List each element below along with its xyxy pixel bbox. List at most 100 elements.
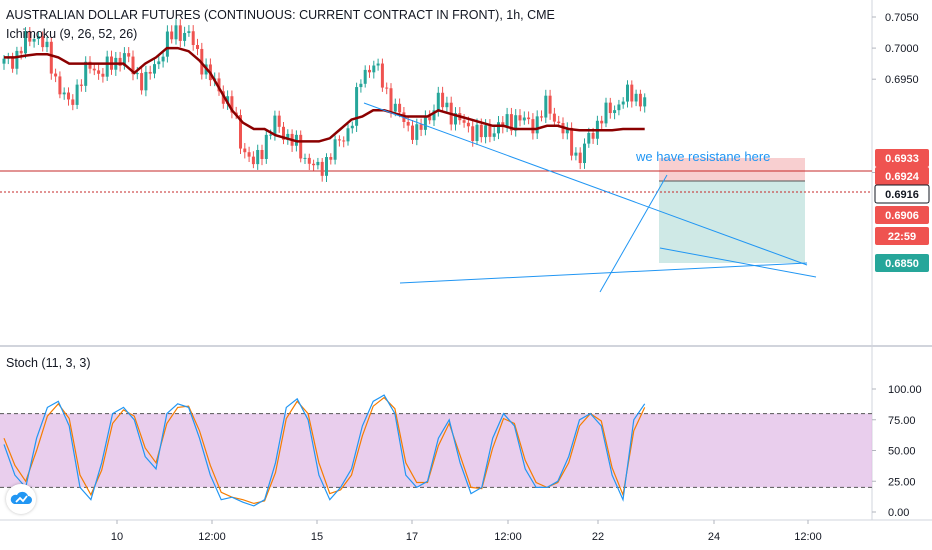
candle-body bbox=[428, 116, 432, 121]
candle-body bbox=[363, 69, 367, 84]
price-badge-label: 22:59 bbox=[888, 231, 916, 243]
stoch-tick-label: 0.00 bbox=[888, 507, 909, 519]
price-tick-label: 0.7050 bbox=[885, 12, 919, 24]
projection-line[interactable] bbox=[659, 247, 817, 278]
candle-body bbox=[423, 116, 427, 130]
candle-body bbox=[286, 133, 290, 140]
candle-body bbox=[105, 56, 109, 77]
candle-body bbox=[380, 63, 384, 88]
risk-zone-box[interactable] bbox=[659, 158, 805, 181]
price-badge bbox=[875, 206, 929, 224]
candle-body bbox=[372, 65, 376, 73]
candle-body bbox=[505, 114, 509, 128]
candle-body bbox=[131, 56, 135, 75]
candle-body bbox=[359, 83, 363, 88]
stoch-k-line bbox=[3, 394, 646, 507]
candle-body bbox=[36, 36, 40, 40]
candle-body bbox=[75, 84, 79, 105]
price-tick-label: 0.6950 bbox=[885, 74, 919, 86]
candle-body bbox=[118, 57, 122, 66]
candle-body bbox=[578, 152, 582, 164]
candle-body bbox=[591, 132, 595, 139]
candle-body bbox=[484, 125, 488, 138]
time-tick-label: 12:00 bbox=[494, 531, 522, 543]
candle-body bbox=[183, 32, 187, 41]
candle-body bbox=[187, 31, 191, 33]
tradingview-cloud-icon[interactable] bbox=[6, 484, 36, 514]
candle-body bbox=[79, 84, 83, 86]
candle-body bbox=[24, 31, 27, 54]
candle-body bbox=[436, 92, 440, 111]
candle-body bbox=[540, 116, 543, 118]
candle-body bbox=[608, 102, 612, 114]
candle-body bbox=[101, 73, 105, 77]
candle-body bbox=[488, 125, 492, 137]
candle-body bbox=[45, 41, 49, 48]
stoch-tick-label: 75.00 bbox=[888, 415, 916, 427]
candle-body bbox=[303, 157, 307, 159]
candle-body bbox=[84, 61, 88, 86]
resistance-annotation[interactable]: we have resistane here bbox=[636, 149, 771, 164]
candle-body bbox=[565, 127, 569, 134]
candle-body bbox=[497, 122, 500, 134]
candle-body bbox=[368, 69, 371, 73]
stoch-tick-label: 100.00 bbox=[888, 384, 922, 396]
candle-body bbox=[544, 95, 548, 118]
candle-body bbox=[226, 96, 230, 104]
candle-body bbox=[445, 102, 449, 108]
chart-title: AUSTRALIAN DOLLAR FUTURES (CONTINUOUS: C… bbox=[6, 8, 555, 22]
candle-body bbox=[316, 161, 320, 166]
candle-body bbox=[71, 99, 75, 105]
candle-body bbox=[196, 45, 199, 49]
candle-body bbox=[419, 124, 423, 130]
candle-body bbox=[92, 68, 96, 71]
candle-body bbox=[479, 124, 483, 138]
candle-body bbox=[161, 56, 165, 62]
rising-trendline[interactable] bbox=[599, 174, 668, 293]
candle-body bbox=[165, 31, 169, 57]
candle-body bbox=[432, 110, 436, 121]
candle-body bbox=[264, 134, 268, 159]
candle-body bbox=[49, 41, 53, 74]
target-zone-box[interactable] bbox=[659, 181, 805, 263]
candle-body bbox=[411, 125, 414, 140]
candle-body bbox=[522, 117, 526, 121]
candle-body bbox=[11, 56, 15, 69]
candle-body bbox=[320, 161, 324, 176]
candle-body bbox=[67, 92, 70, 100]
candle-body bbox=[251, 156, 255, 165]
candle-body bbox=[462, 120, 466, 123]
candle-body bbox=[570, 127, 574, 156]
time-tick-label: 15 bbox=[311, 531, 323, 543]
candle-body bbox=[273, 115, 277, 135]
support-trendline[interactable] bbox=[399, 262, 808, 284]
candle-body bbox=[2, 58, 6, 64]
ichimoku-indicator-label[interactable]: Ichimoku (9, 26, 52, 26) bbox=[6, 27, 138, 41]
descending-trendline[interactable] bbox=[363, 102, 808, 266]
candle-body bbox=[389, 88, 393, 112]
candle-body bbox=[333, 139, 337, 160]
stoch-band bbox=[0, 413, 872, 488]
candle-body bbox=[28, 31, 32, 42]
price-badge bbox=[874, 184, 930, 204]
candle-body bbox=[509, 114, 513, 131]
stoch-tick-label: 50.00 bbox=[888, 446, 916, 458]
candle-body bbox=[15, 50, 19, 69]
candle-body bbox=[600, 120, 604, 124]
candle-body bbox=[32, 39, 36, 42]
candle-body bbox=[127, 53, 131, 57]
price-badge bbox=[875, 227, 929, 245]
price-badge-label: 0.6916 bbox=[885, 189, 919, 201]
candle-body bbox=[514, 115, 518, 131]
candle-body bbox=[243, 148, 247, 153]
candle-body bbox=[518, 115, 522, 121]
candle-body bbox=[531, 119, 535, 134]
candle-body bbox=[247, 152, 251, 157]
candle-body bbox=[583, 143, 586, 164]
candle-body bbox=[587, 132, 591, 144]
stoch-indicator-label[interactable]: Stoch (11, 3, 3) bbox=[6, 356, 91, 370]
price-badge-label: 0.6924 bbox=[885, 171, 920, 183]
time-tick-label: 24 bbox=[708, 531, 720, 543]
candle-body bbox=[54, 73, 58, 77]
